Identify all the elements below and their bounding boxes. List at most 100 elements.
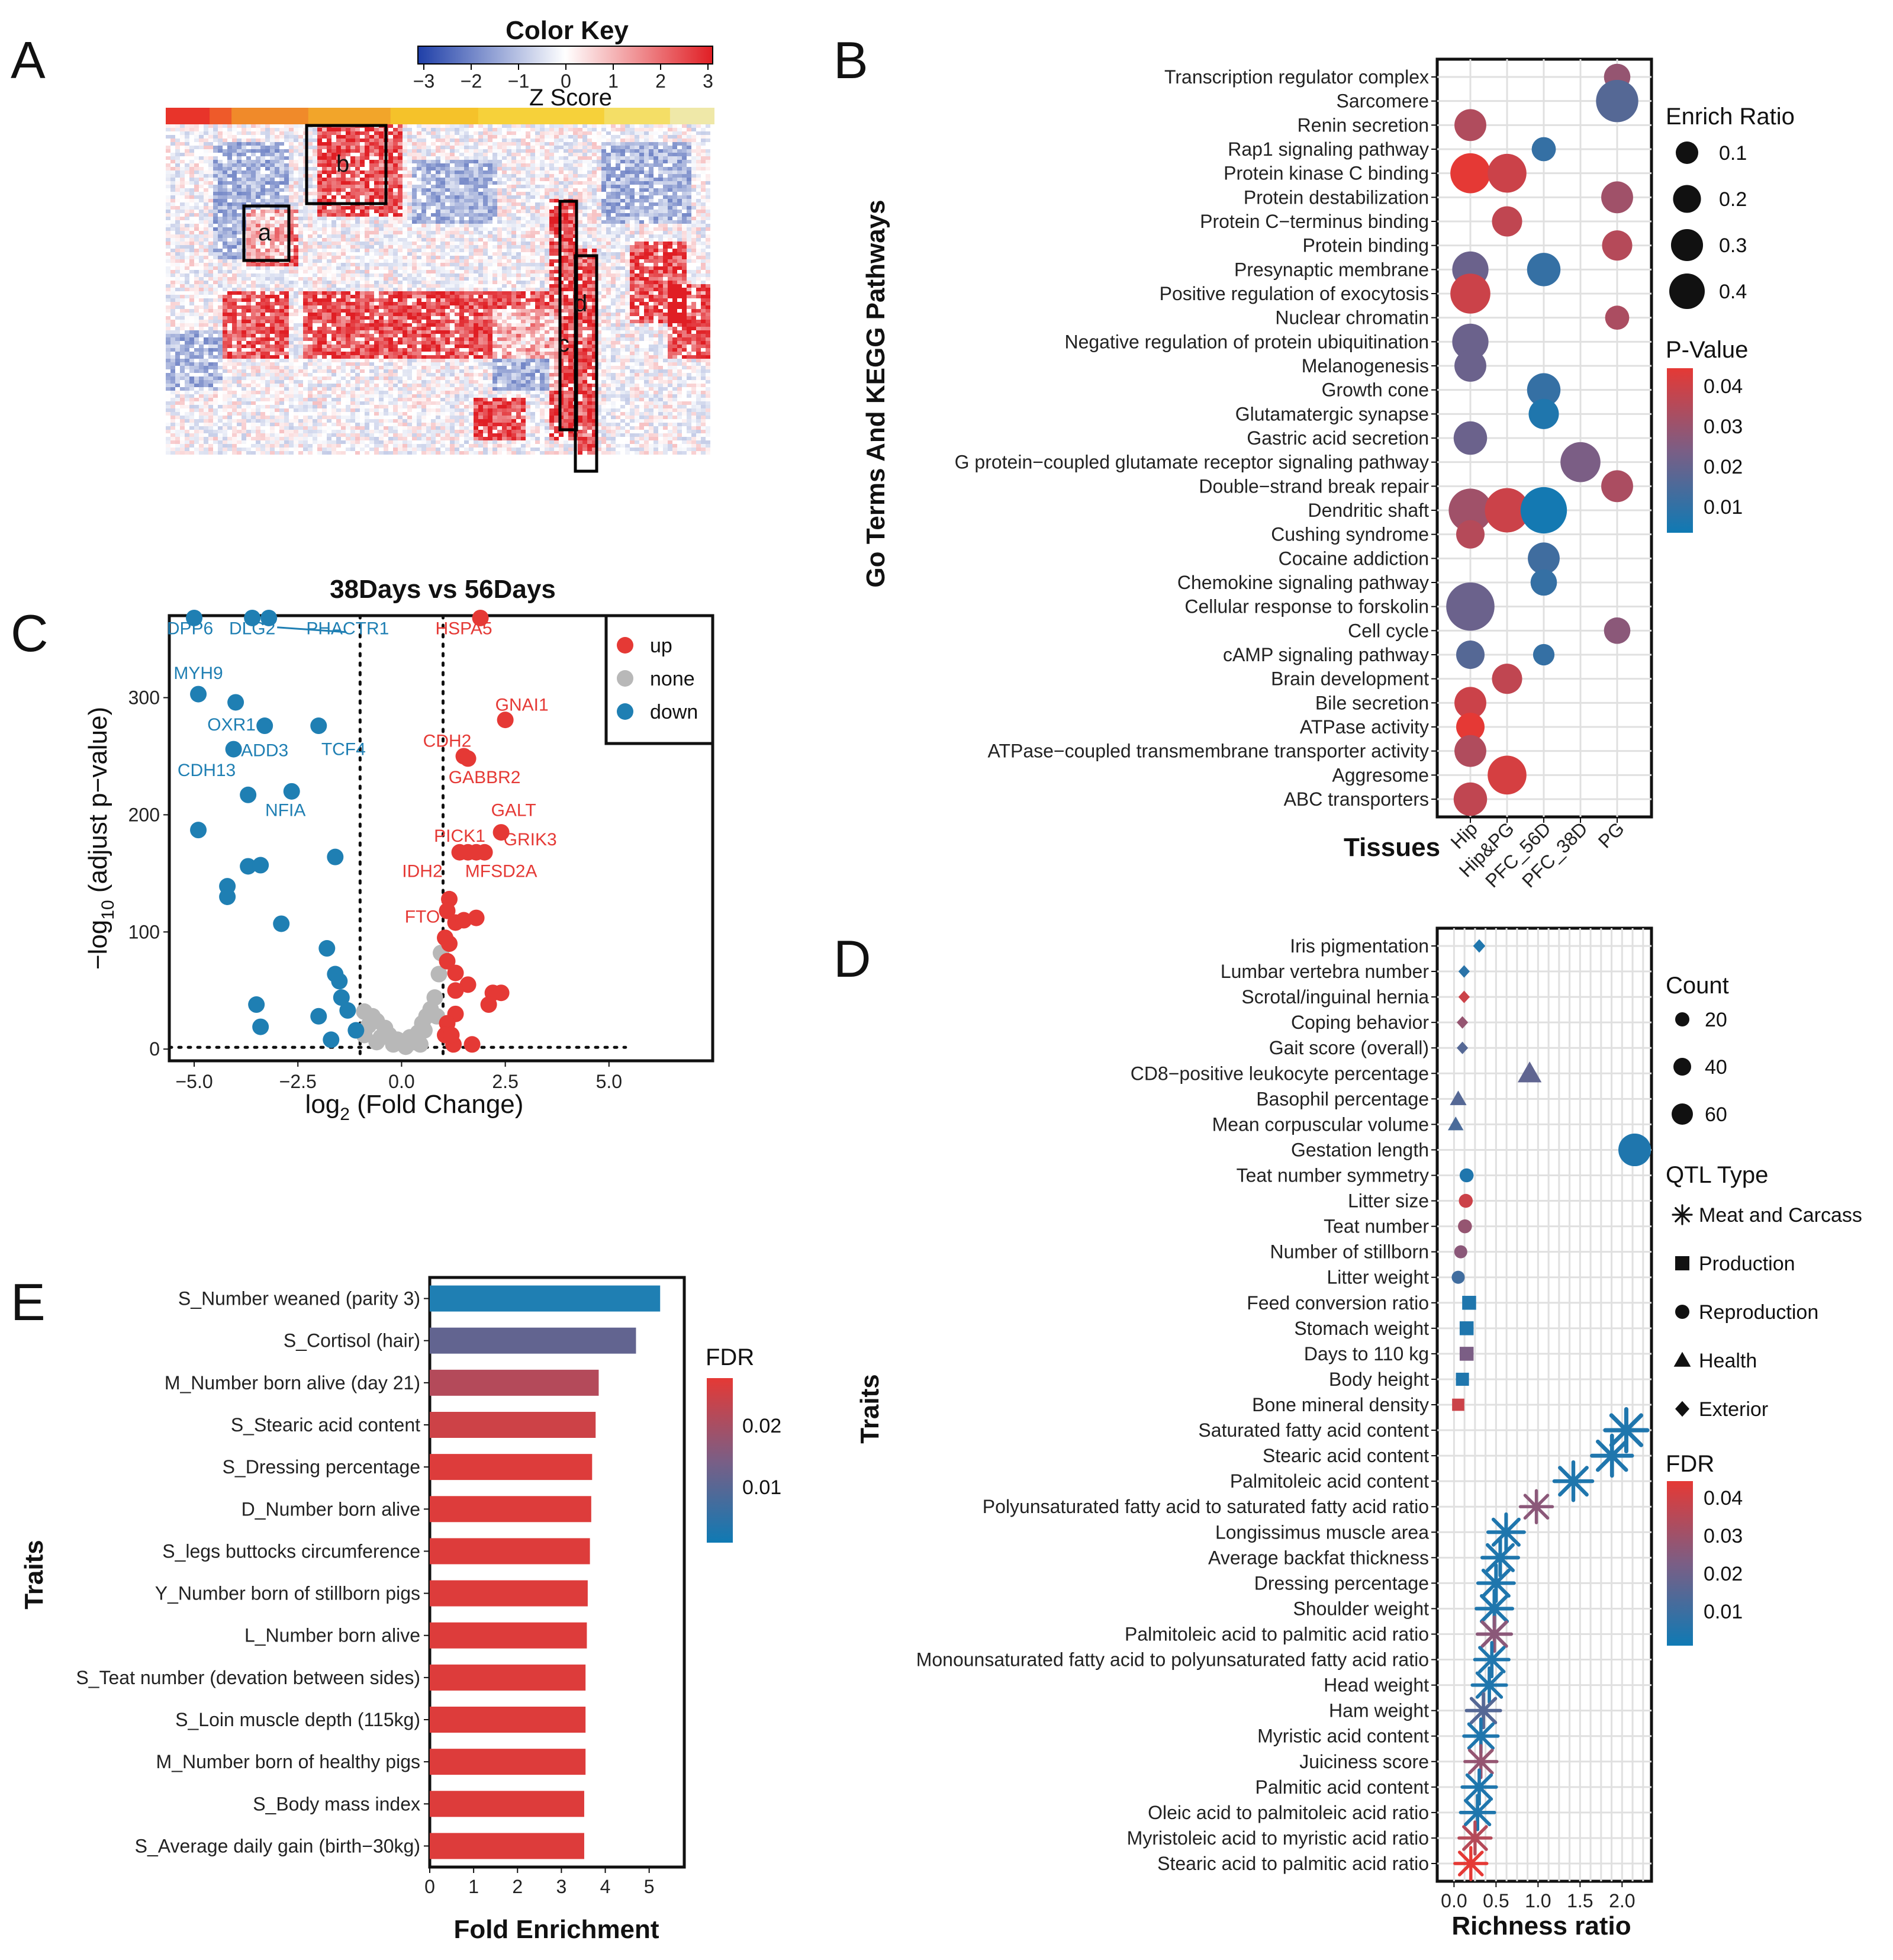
heatmap-cell: [649, 273, 653, 277]
heatmap-cell: [658, 231, 663, 234]
heatmap-cell: [403, 163, 407, 167]
heatmap-cell: [668, 273, 672, 277]
heatmap-cell: [341, 135, 346, 139]
heatmap-cell: [502, 149, 507, 153]
heatmap-cell: [407, 263, 412, 266]
heatmap-cell: [279, 167, 284, 170]
heatmap-cell: [317, 146, 322, 149]
heatmap-cell: [431, 242, 436, 245]
heatmap-cell: [672, 210, 677, 213]
heatmap-cell: [365, 231, 369, 234]
heatmap-cell: [284, 188, 289, 192]
heatmap-cell: [298, 199, 303, 202]
heatmap-cell: [507, 206, 511, 210]
heatmap-cell: [682, 242, 687, 245]
heatmap-cell: [194, 174, 199, 178]
heatmap-cell: [256, 170, 260, 174]
heatmap-cell: [459, 224, 464, 227]
heatmap-cell: [497, 224, 502, 227]
heatmap-cell: [478, 181, 483, 185]
heatmap-cell: [242, 273, 246, 277]
heatmap-cell: [242, 139, 246, 142]
heatmap-cell: [545, 160, 549, 163]
heatmap-cell: [677, 227, 682, 231]
heatmap-cell: [445, 206, 450, 210]
heatmap-cell: [204, 192, 208, 195]
heatmap-cell: [578, 124, 582, 128]
heatmap-cell: [630, 199, 635, 202]
heatmap-cell: [526, 163, 530, 167]
heatmap-cell: [668, 195, 672, 199]
heatmap-cell: [474, 227, 478, 231]
heatmap-cell: [270, 160, 275, 163]
heatmap-cell: [388, 242, 393, 245]
heatmap-cell: [578, 163, 582, 167]
heatmap-cell: [355, 220, 360, 224]
heatmap-cell: [587, 242, 592, 245]
heatmap-cell: [511, 124, 516, 128]
heatmap-cell: [611, 170, 616, 174]
heatmap-cell: [535, 213, 540, 217]
heatmap-cell: [483, 256, 488, 259]
heatmap-cell: [270, 234, 275, 238]
heatmap-cell: [644, 188, 649, 192]
heatmap-cell: [275, 242, 279, 245]
heatmap-cell: [436, 124, 440, 128]
heatmap-cell: [587, 249, 592, 252]
heatmap-cell: [170, 142, 175, 146]
heatmap-cell: [265, 128, 270, 131]
heatmap-cell: [535, 156, 540, 160]
heatmap-cell: [455, 202, 459, 206]
heatmap-cell: [653, 217, 658, 220]
heatmap-cell: [322, 245, 327, 249]
heatmap-cell: [199, 170, 204, 174]
heatmap-cell: [545, 252, 549, 256]
heatmap-cell: [682, 124, 687, 128]
heatmap-cell: [559, 192, 564, 195]
heatmap-cell: [658, 135, 663, 139]
heatmap-cell: [170, 234, 175, 238]
heatmap-cell: [227, 266, 232, 270]
heatmap-cell: [251, 273, 256, 277]
heatmap-cell: [587, 199, 592, 202]
heatmap-cell: [492, 195, 497, 199]
heatmap-cell: [677, 142, 682, 146]
heatmap-cell: [374, 185, 379, 188]
heatmap-cell: [317, 174, 322, 178]
heatmap-cell: [635, 270, 639, 273]
heatmap-cell: [436, 199, 440, 202]
heatmap-cell: [492, 139, 497, 142]
heatmap-cell: [412, 139, 417, 142]
heatmap-cell: [388, 213, 393, 217]
heatmap-cell: [706, 245, 710, 249]
heatmap-cell: [251, 277, 256, 281]
heatmap-cell: [653, 181, 658, 185]
heatmap-cell: [374, 231, 379, 234]
heatmap-cell: [393, 192, 398, 195]
heatmap-cell: [327, 142, 331, 146]
heatmap-cell: [649, 195, 653, 199]
heatmap-cell: [431, 195, 436, 199]
heatmap-cell: [407, 128, 412, 131]
heatmap-cell: [616, 188, 620, 192]
heatmap-cell: [635, 167, 639, 170]
heatmap-cell: [592, 160, 597, 163]
heatmap-cell: [606, 128, 611, 131]
heatmap-cell: [492, 266, 497, 270]
heatmap-cell: [649, 199, 653, 202]
heatmap-cell: [374, 170, 379, 174]
heatmap-cell: [464, 185, 469, 188]
heatmap-cell: [653, 128, 658, 131]
heatmap-cell: [398, 167, 403, 170]
heatmap-cell: [440, 227, 445, 231]
heatmap-cell: [507, 170, 511, 174]
heatmap-cell: [189, 234, 194, 238]
heatmap-cell: [701, 273, 706, 277]
heatmap-cell: [701, 238, 706, 242]
heatmap-cell: [502, 181, 507, 185]
heatmap-cell: [455, 146, 459, 149]
heatmap-cell: [417, 160, 421, 163]
heatmap-cell: [582, 256, 587, 259]
heatmap-cell: [199, 153, 204, 156]
heatmap-cell: [308, 231, 313, 234]
